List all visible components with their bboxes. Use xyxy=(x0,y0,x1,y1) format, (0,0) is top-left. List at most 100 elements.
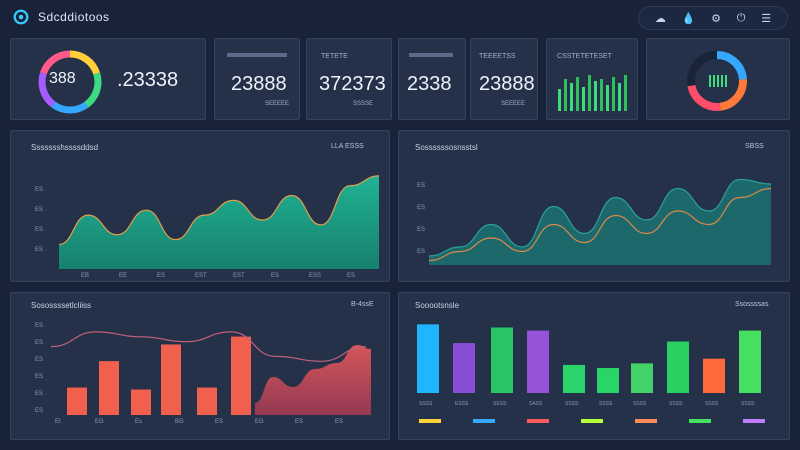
bar xyxy=(597,368,619,393)
combo-line xyxy=(50,331,367,362)
y-tick-label: ES xyxy=(35,357,43,363)
combo-chart-tag[interactable]: B-4ssE xyxy=(351,301,374,308)
brand[interactable]: Sdcddiotoos xyxy=(12,8,110,26)
power-icon[interactable]: ⏻ xyxy=(736,11,746,24)
combo-bar xyxy=(161,344,181,415)
gauge-center-bar xyxy=(721,75,723,87)
kpi-card-3-label: TETETE xyxy=(321,53,348,60)
y-tick-label: ES xyxy=(417,205,425,211)
y-tick-label: ES xyxy=(35,340,43,346)
toolbar-icons: ☁ 💧 ⚙ ⏻ ☰ xyxy=(638,6,788,30)
combo-bar xyxy=(99,361,119,415)
gauge-center-bar xyxy=(713,75,715,87)
y-tick-label: ES xyxy=(417,227,425,233)
area-line xyxy=(428,178,772,257)
legend-swatch xyxy=(473,419,495,423)
x-tick-label: EE xyxy=(119,273,127,279)
bar xyxy=(453,343,475,393)
x-tick-label: SESS xyxy=(493,401,507,407)
bar-chart-title: Sooootsnsle xyxy=(415,301,460,310)
top-bar: Sdcddiotoos ☁ 💧 ⚙ ⏻ ☰ xyxy=(0,0,800,36)
mini-bar xyxy=(618,83,621,111)
x-tick-label: SSSS xyxy=(565,401,579,407)
x-tick-label: ESS xyxy=(309,273,321,279)
x-tick-label: BG xyxy=(175,419,184,425)
area-chart-panel-2: Sossssssosnsstsl SBSS ES ES ES ES xyxy=(398,130,790,282)
bar-chart-panel: Sooootsnsle Ssossssas SSSS ESSS SESS SASS SS… xyxy=(398,292,790,440)
legend-swatch xyxy=(419,419,441,423)
area-chart-1-title: Ssssssshssssddsd xyxy=(31,143,99,152)
x-tick-label: ES xyxy=(157,273,165,279)
drop-icon[interactable]: 💧 xyxy=(681,12,696,25)
mini-bar xyxy=(612,77,615,111)
combo-area xyxy=(255,345,371,415)
kpi-card-2-value: 23888 xyxy=(231,73,287,95)
kpi-card-gauge[interactable] xyxy=(646,38,790,120)
mini-bar xyxy=(588,75,591,111)
area-line xyxy=(58,175,380,246)
kpi-card-6-label: CSSTETETESET xyxy=(557,53,612,60)
combo-bar xyxy=(197,387,217,415)
kpi-card-5-value: 23888 xyxy=(479,73,535,95)
kpi-card-2-caption: SEEEEE xyxy=(265,101,290,107)
kpi-card-3-caption: SSSSE xyxy=(353,101,374,107)
mini-bar xyxy=(582,87,585,111)
x-tick-label: SSSS xyxy=(741,401,755,407)
area-fill xyxy=(59,175,379,269)
area-chart-1-tag[interactable]: LLA ESSS xyxy=(331,143,364,150)
legend-swatch xyxy=(527,419,549,423)
ring-segment xyxy=(38,50,102,114)
kpi-card-5[interactable]: TEEEETSS 23888 SEEEEE xyxy=(470,38,538,120)
kpi-card-4[interactable]: 2338 xyxy=(398,38,466,120)
legend-swatch xyxy=(743,419,765,423)
x-tick-label: SSSS xyxy=(633,401,647,407)
mini-bar xyxy=(564,79,567,111)
mini-bar xyxy=(576,77,579,111)
kpi-card-2[interactable]: 23888 SEEEEE xyxy=(214,38,300,120)
area-chart-2-tag[interactable]: SBSS xyxy=(745,143,764,150)
x-tick-label: SASS xyxy=(529,401,543,407)
bar xyxy=(527,330,549,393)
x-tick-label: ESSS xyxy=(455,401,469,407)
kpi-card-ring[interactable]: 388 .23338 xyxy=(10,38,206,120)
bar-chart-tag[interactable]: Ssossssas xyxy=(735,301,769,308)
ring-segment xyxy=(38,50,102,114)
gauge-segment xyxy=(687,51,747,111)
combo-bar xyxy=(131,389,151,415)
x-tick-label: Es xyxy=(135,419,142,425)
sliders-icon[interactable]: ☰ xyxy=(761,12,772,25)
kpi-card-5-label: TEEEETSS xyxy=(479,53,516,60)
gauge-center-bar xyxy=(709,75,711,87)
y-tick-label: ES xyxy=(35,247,43,253)
y-tick-label: ES xyxy=(35,187,43,193)
kpi-card-3[interactable]: TETETE 372373 SSSSE xyxy=(306,38,392,120)
mini-bar-chart xyxy=(558,75,627,111)
app-logo-icon xyxy=(13,9,29,25)
bar xyxy=(417,324,439,393)
settings-icon[interactable]: ⚙ xyxy=(711,12,721,25)
kpi-card-4-label-placeholder xyxy=(409,53,453,57)
kpi-card-6[interactable]: CSSTETETESET xyxy=(546,38,638,120)
mini-bar xyxy=(606,85,609,111)
bar xyxy=(631,363,653,393)
gauge-center-bar xyxy=(717,75,719,87)
x-tick-label: EB xyxy=(81,273,89,279)
gauge-center-bar xyxy=(725,75,727,87)
bar xyxy=(563,364,585,393)
mini-bar xyxy=(594,81,597,111)
ring-segment xyxy=(38,50,102,114)
bar xyxy=(491,327,513,393)
mini-bar xyxy=(558,89,561,111)
legend-swatch xyxy=(581,419,603,423)
gauge-segment xyxy=(687,51,747,111)
cloud-icon[interactable]: ☁ xyxy=(654,12,666,25)
y-tick-label: ES xyxy=(35,323,43,329)
x-tick-label: SSSS xyxy=(419,401,433,407)
y-tick-label: ES xyxy=(417,183,425,189)
bar xyxy=(703,358,725,393)
mini-bar xyxy=(624,75,627,111)
area-fill xyxy=(429,179,771,265)
x-tick-label: ES xyxy=(347,273,355,279)
y-tick-label: ES xyxy=(35,374,43,380)
combo-chart-title: Sosossssetlcliiss xyxy=(31,301,92,310)
